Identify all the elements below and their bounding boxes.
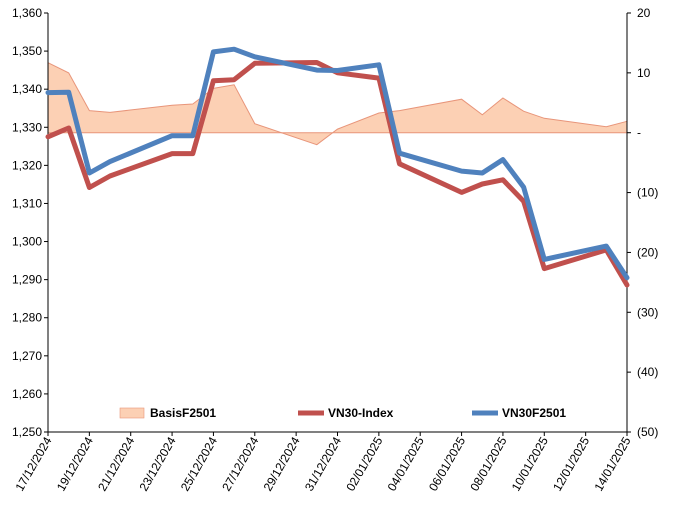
right-tick-label: (30) (637, 305, 658, 319)
x-tick-label: 23/12/2024 (137, 434, 179, 493)
legend-label-vn30-index: VN30-Index (328, 406, 394, 420)
x-tick-label: 27/12/2024 (219, 434, 261, 493)
x-tick-label: 21/12/2024 (95, 434, 137, 493)
axes-layer (44, 13, 631, 436)
right-tick-label: 10 (637, 66, 651, 80)
left-tick-label: 1,330 (12, 120, 42, 134)
left-tick-label: 1,260 (12, 387, 42, 401)
series-lines-layer (48, 49, 627, 285)
left-tick-label: 1,300 (12, 235, 42, 249)
x-tick-label: 19/12/2024 (54, 434, 96, 493)
right-tick-label: (40) (637, 365, 658, 379)
left-tick-label: 1,250 (12, 425, 42, 439)
x-tick-label: 29/12/2024 (261, 434, 303, 493)
left-tick-label: 1,350 (12, 44, 42, 58)
right-tick-label: - (637, 126, 641, 140)
left-tick-label: 1,320 (12, 158, 42, 172)
right-tick-label: (20) (637, 245, 658, 259)
x-tick-label: 31/12/2024 (302, 434, 344, 493)
x-tick-label: 08/01/2025 (467, 434, 509, 493)
left-tick-label: 1,310 (12, 196, 42, 210)
plot-area (48, 13, 627, 432)
left-tick-label: 1,280 (12, 311, 42, 325)
x-tick-label: 25/12/2024 (178, 434, 220, 493)
legend-label-vn30f2501: VN30F2501 (502, 406, 566, 420)
x-tick-label: 10/01/2025 (509, 434, 551, 493)
legend-swatch-basisf2501 (120, 408, 144, 418)
left-tick-label: 1,270 (12, 349, 42, 363)
x-tick-label: 17/12/2024 (12, 434, 54, 493)
x-tick-label: 06/01/2025 (426, 434, 468, 493)
tick-labels-layer: 1,250 1,260 1,270 1,280 1,290 1,300 1,310 1,320… (12, 6, 658, 494)
right-tick-label: 20 (637, 6, 651, 20)
x-tick-label: 02/01/2025 (343, 434, 385, 493)
series-line-vn30f2501 (48, 49, 627, 278)
legend: BasisF2501 VN30-Index VN30F2501 (120, 406, 566, 420)
x-tick-label: 12/01/2025 (550, 434, 592, 493)
left-tick-label: 1,340 (12, 82, 42, 96)
left-tick-label: 1,360 (12, 6, 42, 20)
legend-label-basisf2501: BasisF2501 (150, 406, 216, 420)
right-tick-label: (10) (637, 186, 658, 200)
right-tick-label: (50) (637, 425, 658, 439)
left-tick-label: 1,290 (12, 273, 42, 287)
x-tick-label: 14/01/2025 (591, 434, 633, 493)
x-tick-label: 04/01/2025 (385, 434, 427, 493)
